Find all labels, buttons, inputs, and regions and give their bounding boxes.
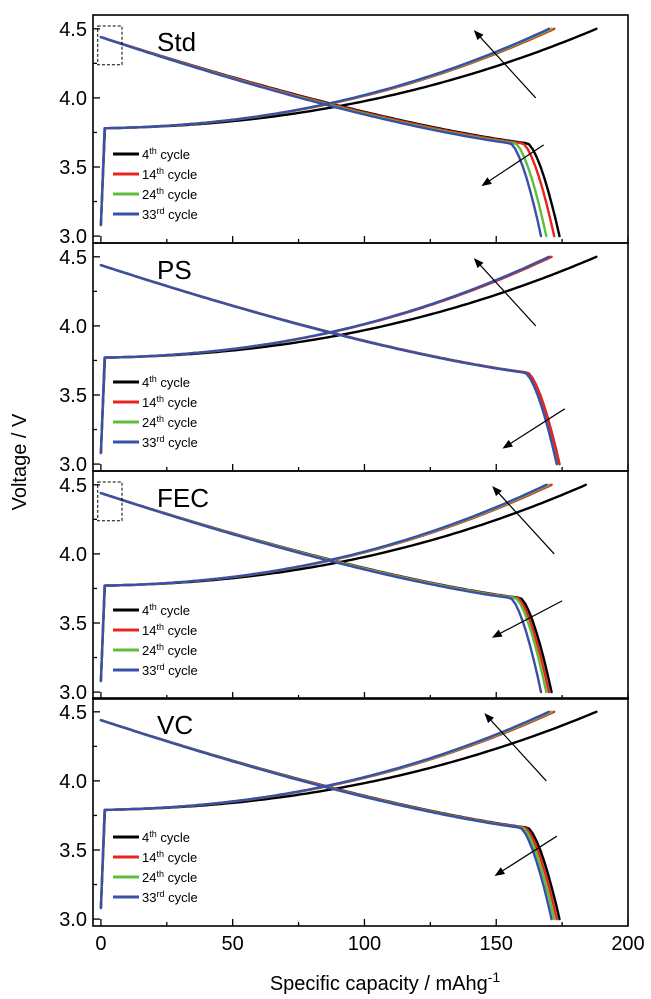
- y-tick-label: 4.0: [59, 88, 87, 110]
- charge-curve-blue: [99, 255, 551, 455]
- panel-frame: [92, 697, 629, 927]
- arrow-down: [491, 600, 563, 638]
- arrow-down: [502, 408, 566, 449]
- legend-label: 14th cycle: [142, 622, 197, 638]
- x-tick-label: 150: [480, 933, 513, 955]
- x-axis-title: Specific capacity / mAhg-1: [270, 969, 501, 995]
- legend-label: 4th cycle: [142, 374, 190, 390]
- y-tick-label: 3.5: [59, 157, 87, 179]
- discharge-curve-blue: [99, 263, 558, 466]
- x-tick-label: 0: [95, 933, 106, 955]
- legend-label: 33rd cycle: [142, 889, 198, 905]
- x-tick-label: 50: [222, 933, 244, 955]
- legend-label: 4th cycle: [142, 602, 190, 618]
- y-tick-label: 4.0: [59, 544, 87, 566]
- legend-label: 4th cycle: [142, 146, 190, 162]
- arrow-up: [484, 713, 547, 782]
- legend-label: 24th cycle: [142, 869, 197, 885]
- panel-label: PS: [157, 255, 192, 285]
- legend-label: 4th cycle: [142, 829, 190, 845]
- discharge-curve-blue: [99, 35, 543, 238]
- legend-label: 24th cycle: [142, 186, 197, 202]
- y-tick-label: 4.5: [59, 702, 87, 724]
- arrow-down: [494, 835, 558, 876]
- panel-label: FEC: [157, 483, 209, 513]
- y-tick-label: 3.5: [59, 840, 87, 862]
- y-tick-label: 3.0: [59, 682, 87, 704]
- arrow-up: [473, 258, 537, 327]
- legend-label: 24th cycle: [142, 642, 197, 658]
- legend: 4th cycle 14th cycle 24th cycle 33rd cycle: [113, 374, 198, 450]
- inset-box: [97, 25, 123, 66]
- legend: 4th cycle 14th cycle 24th cycle 33rd cycle: [113, 146, 198, 222]
- panels-group: 3.0 3.5 4.0 4.5 Std 4th cycle 14th cycle 24th c…: [59, 14, 645, 955]
- charge-curve-blue: [99, 483, 548, 683]
- y-tick-label: 3.0: [59, 226, 87, 248]
- arrow-down: [481, 144, 544, 187]
- y-tick-label: 4.5: [59, 19, 87, 41]
- arrow-up: [492, 486, 555, 555]
- panel-fec: 3.0 3.5 4.0 4.5 FEC 4th cycle 14th cycle 24th c…: [59, 470, 629, 704]
- y-tick-label: 4.5: [59, 247, 87, 269]
- y-tick-label: 3.0: [59, 454, 87, 476]
- y-tick-label: 3.5: [59, 385, 87, 407]
- y-tick-label: 3.5: [59, 613, 87, 635]
- panel-label: Std: [157, 27, 196, 57]
- legend-label: 14th cycle: [142, 166, 197, 182]
- legend-label: 14th cycle: [142, 394, 197, 410]
- legend: 4th cycle 14th cycle 24th cycle 33rd cycle: [113, 829, 198, 905]
- x-tick-label: 100: [348, 933, 381, 955]
- legend-label: 24th cycle: [142, 414, 197, 430]
- y-tick-label: 4.0: [59, 316, 87, 338]
- x-tick-label: 200: [611, 933, 644, 955]
- arrow-up: [473, 30, 537, 99]
- legend-label: 14th cycle: [142, 849, 197, 865]
- panel-ps: 3.0 3.5 4.0 4.5 PS 4th cycle 14th cycle 24th cy…: [59, 242, 629, 476]
- panel-label: VC: [157, 710, 193, 740]
- y-tick-label: 3.0: [59, 909, 87, 931]
- discharge-curve-blue: [99, 491, 543, 694]
- panel-vc: 3.0 3.5 4.0 4.5 VC 4th cycle 14th cycle 24th cy…: [59, 697, 645, 955]
- discharge-curve-blue: [99, 718, 553, 921]
- y-tick-label: 4.5: [59, 475, 87, 497]
- inset-box: [97, 481, 123, 522]
- legend-label: 33rd cycle: [142, 206, 198, 222]
- legend-label: 33rd cycle: [142, 662, 198, 678]
- panel-std: 3.0 3.5 4.0 4.5 Std 4th cycle 14th cycle 24th c…: [59, 14, 629, 248]
- y-tick-label: 4.0: [59, 771, 87, 793]
- panel-frame: [92, 470, 629, 700]
- legend-label: 33rd cycle: [142, 434, 198, 450]
- y-axis-title: Voltage / V: [9, 413, 31, 510]
- legend: 4th cycle 14th cycle 24th cycle 33rd cycle: [113, 602, 198, 678]
